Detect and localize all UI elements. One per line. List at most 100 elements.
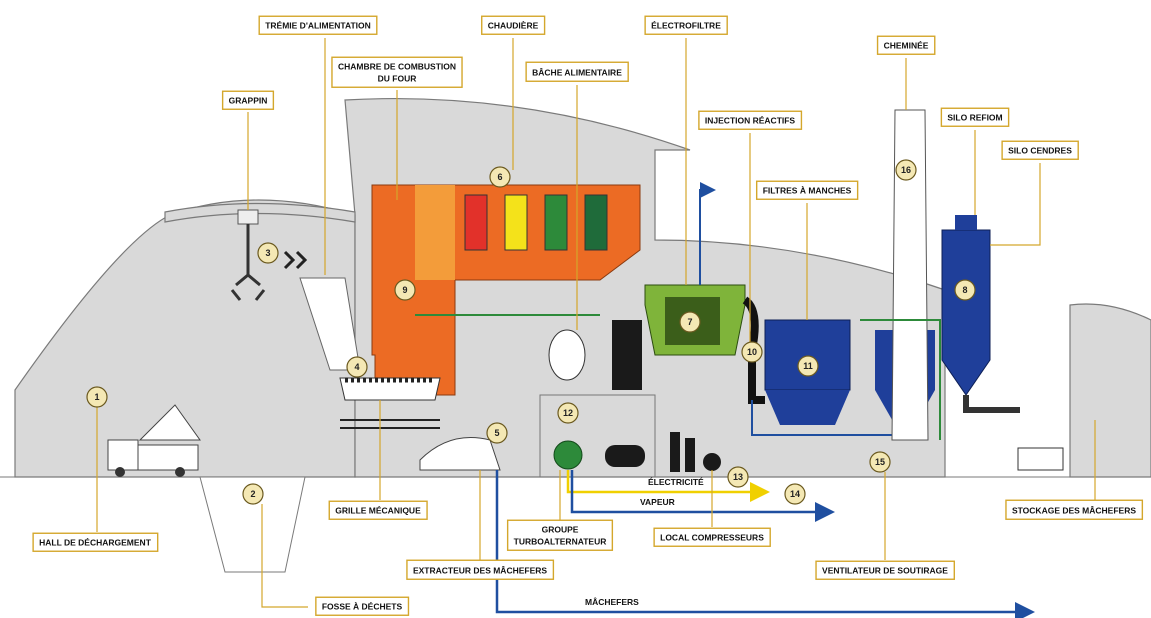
marker-number: 1 [94,392,99,402]
crane-trolley [238,210,258,224]
label-text: VENTILATEUR DE SOUTIRAGE [822,565,948,575]
label-text: GRAPPIN [229,95,268,105]
marker-number: 8 [962,285,967,295]
label-text: STOCKAGE DES MÂCHEFERS [1012,504,1136,515]
marker: 7 [680,312,700,332]
label-text: CHAMBRE DE COMBUSTION [338,61,456,71]
marker: 8 [955,280,975,300]
silo [942,230,990,395]
marker-number: 15 [875,457,885,467]
marker-number: 9 [402,285,407,295]
compressor-tank [605,445,645,467]
compressor [685,438,695,472]
label: CHAMBRE DE COMBUSTION DU FOUR [332,57,462,87]
leader-lines-part [990,163,1040,245]
label-text: TRÉMIE D'ALIMENTATION [265,20,371,30]
flow-label: ÉLECTRICITÉ [648,477,704,487]
label: SILO REFIOM [941,108,1008,126]
marker: 11 [798,356,818,376]
label: SILO CENDRES [1002,141,1078,159]
marker-number: 5 [494,428,499,438]
marker-number: 16 [901,165,911,175]
marker: 2 [243,484,263,504]
label: TRÉMIE D'ALIMENTATION [259,16,377,34]
label-text: HALL DE DÉCHARGEMENT [39,537,152,547]
marker-number: 4 [354,362,359,372]
marker-number: 2 [250,489,255,499]
marker: 4 [347,357,367,377]
flow-label: VAPEUR [640,497,675,507]
label-text: TURBOALTERNATEUR [514,536,607,546]
chimney [892,110,928,440]
label-text: GRILLE MÉCANIQUE [335,505,421,515]
label: VENTILATEUR DE SOUTIRAGE [816,561,954,579]
label: FOSSE À DÉCHETS [316,597,409,615]
marker: 6 [490,167,510,187]
silo-outlet [966,395,1020,410]
boiler-pass [415,185,455,280]
label-text: FILTRES À MANCHES [763,185,852,195]
flow-label: MÂCHEFERS [585,596,639,607]
label: GRAPPIN [223,91,274,109]
marker-number: 14 [790,489,800,499]
label-text: ÉLECTROFILTRE [651,20,721,30]
feed-tank [549,330,585,380]
label: HALL DE DÉCHARGEMENT [33,533,158,551]
label-text: LOCAL COMPRESSEURS [660,532,764,542]
heat-exchanger [545,195,567,250]
truck-part [115,467,125,477]
marker-number: 6 [497,172,502,182]
label-text: BÂCHE ALIMENTAIRE [532,66,622,77]
silo-top [955,215,977,230]
label-text: CHAUDIÈRE [488,20,539,30]
label-text: CHEMINÉE [884,40,929,50]
label: BÂCHE ALIMENTAIRE [526,62,628,81]
label: EXTRACTEUR DES MÂCHEFERS [407,560,553,579]
label: INJECTION RÉACTIFS [699,111,802,129]
label: STOCKAGE DES MÂCHEFERS [1006,500,1142,519]
label-text: SILO CENDRES [1008,145,1072,155]
label: CHEMINÉE [878,36,935,54]
marker-number: 11 [803,361,813,371]
tank [612,320,642,390]
label-text: DU FOUR [378,73,417,83]
marker: 13 [728,467,748,487]
bag-filter-hopper [765,390,850,425]
heat-exchanger [505,195,527,250]
truck-part [108,440,138,470]
label-text: GROUPE [542,524,579,534]
label: GRILLE MÉCANIQUE [329,501,427,519]
storage-building [1070,304,1151,477]
heat-exchanger [465,195,487,250]
generator [554,441,582,469]
marker: 1 [87,387,107,407]
truck [1018,448,1063,470]
truck-part [138,445,198,470]
marker: 15 [870,452,890,472]
marker-number: 13 [733,472,743,482]
marker: 10 [742,342,762,362]
label: FILTRES À MANCHES [757,181,858,199]
marker: 16 [896,160,916,180]
heat-exchanger [585,195,607,250]
marker-number: 3 [265,248,270,258]
label: LOCAL COMPRESSEURS [654,528,770,546]
compressor [670,432,680,472]
diagram: ÉLECTRICITÉ VAPEUR MÂCHEFERS TRÉMIE D'AL… [0,0,1151,618]
label: GROUPE TURBOALTERNATEUR [508,520,613,550]
label: CHAUDIÈRE [482,16,545,34]
marker-number: 7 [687,317,692,327]
bag-filter [765,320,850,390]
marker-number: 12 [563,408,573,418]
label: ÉLECTROFILTRE [645,16,727,34]
label-text: INJECTION RÉACTIFS [705,115,796,125]
compressor [703,453,721,471]
marker: 5 [487,423,507,443]
marker: 3 [258,243,278,263]
marker-number: 10 [747,347,757,357]
label-text: EXTRACTEUR DES MÂCHEFERS [413,564,547,575]
marker: 12 [558,403,578,423]
marker: 14 [785,484,805,504]
truck-part [175,467,185,477]
marker: 9 [395,280,415,300]
